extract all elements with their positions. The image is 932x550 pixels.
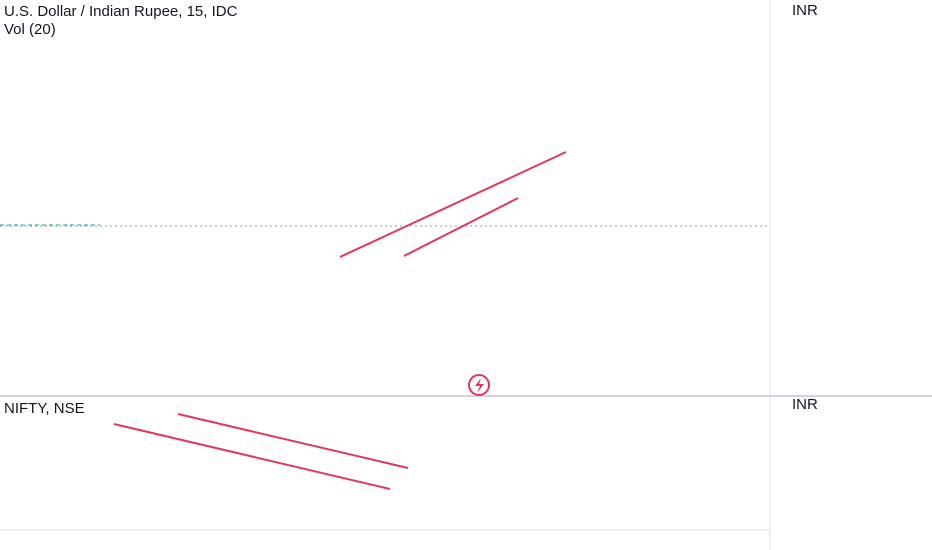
trend-line <box>339 151 567 258</box>
axis-label-bg <box>772 0 832 22</box>
trend-line <box>403 197 519 257</box>
axis-label: INR <box>792 2 818 19</box>
trend-line <box>113 423 391 490</box>
trend-line <box>177 413 409 469</box>
chart-subtitle: Vol (20) <box>4 21 56 38</box>
chart-title: NIFTY, NSE <box>4 400 85 417</box>
axis-label-bg <box>772 398 832 412</box>
alert-bolt <box>475 378 484 393</box>
chart-title: U.S. Dollar / Indian Rupee, 15, IDC <box>4 3 238 20</box>
axis-label: INR <box>792 396 818 413</box>
